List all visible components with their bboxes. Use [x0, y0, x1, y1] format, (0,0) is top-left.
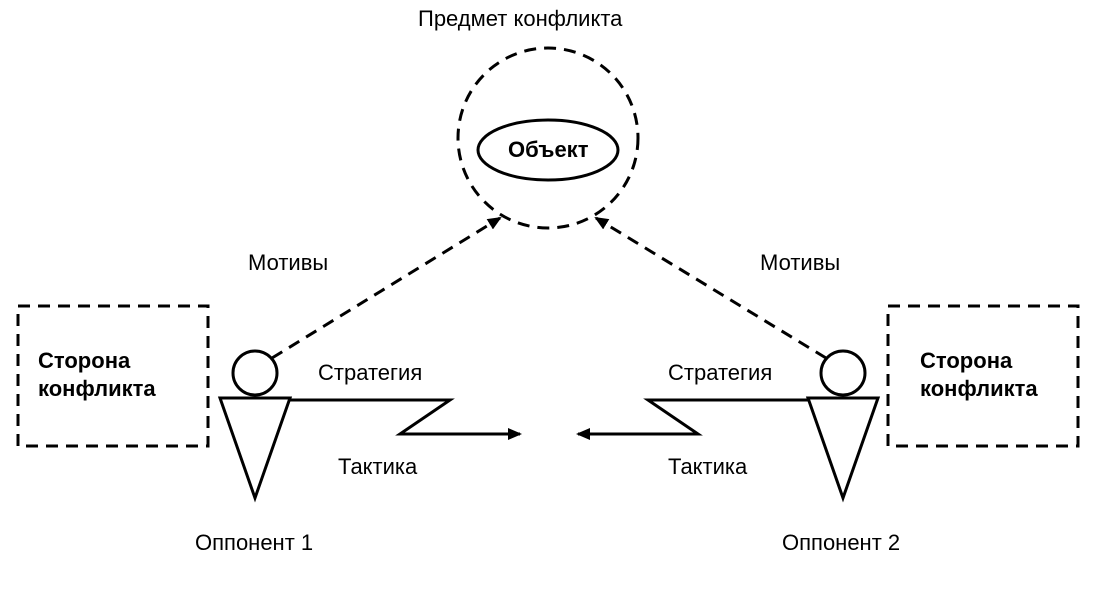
- zigzag-arrow-right: [578, 400, 810, 434]
- strategy-right-label: Стратегия: [668, 360, 772, 386]
- motives-left-label: Мотивы: [248, 250, 328, 276]
- opponent2-label: Оппонент 2: [782, 530, 900, 556]
- strategy-left-label: Стратегия: [318, 360, 422, 386]
- tactic-right-label: Тактика: [668, 454, 747, 480]
- side-right-line2: конфликта: [920, 376, 1038, 402]
- motives-right-label: Мотивы: [760, 250, 840, 276]
- conflict-diagram: [0, 0, 1097, 593]
- tactic-left-label: Тактика: [338, 454, 417, 480]
- subject-of-conflict-label: Предмет конфликта: [418, 6, 622, 32]
- person-right-body-icon: [808, 398, 878, 498]
- motive-arrow-right: [596, 218, 826, 358]
- side-right-line1: Сторона: [920, 348, 1012, 374]
- object-label: Объект: [508, 137, 588, 163]
- zigzag-arrow-left: [288, 400, 520, 434]
- person-right-head-icon: [821, 351, 865, 395]
- side-left-line1: Сторона: [38, 348, 130, 374]
- side-left-line2: конфликта: [38, 376, 156, 402]
- motive-arrow-left: [272, 218, 500, 358]
- person-left-body-icon: [220, 398, 290, 498]
- opponent1-label: Оппонент 1: [195, 530, 313, 556]
- person-left-head-icon: [233, 351, 277, 395]
